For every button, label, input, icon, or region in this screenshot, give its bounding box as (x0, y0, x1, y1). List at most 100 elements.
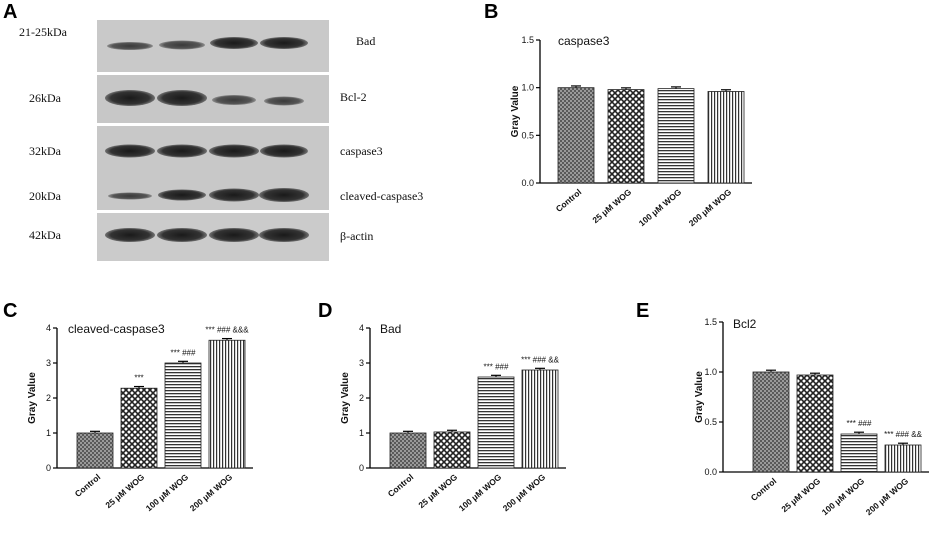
significance-label: *** (134, 374, 143, 383)
y-tick-label: 2 (46, 393, 51, 403)
bar (607, 89, 645, 184)
y-tick-label: 3 (359, 358, 364, 368)
band-bad-1 (107, 42, 153, 50)
significance-label: *** ### (484, 362, 509, 371)
band-actin-4 (259, 228, 309, 242)
y-tick-label: 3 (46, 358, 51, 368)
bar (796, 374, 834, 473)
blot-label-bcl2: Bcl-2 (340, 90, 367, 104)
x-tick-label: 100 μM WOG (457, 472, 504, 514)
x-tick-label: Control (554, 187, 584, 214)
chart-caspase3: 0.0 0.5 1.0 1.5 Gray Value caspase3 Control 25 … (510, 34, 752, 228)
band-caspase3-2 (157, 144, 207, 158)
blot-mw-actin: 42kDa (29, 228, 62, 242)
x-tick-label: 100 μM WOG (637, 187, 684, 229)
y-axis-label: Gray Value (510, 85, 521, 137)
panel-label-e: E (636, 300, 649, 322)
chart-title: caspase3 (558, 34, 610, 48)
chart-bcl2: 0.0 0.5 1.0 1.5 Gray Value Bcl2 Control 25 μM W… (694, 317, 929, 517)
panel-label-b: B (484, 1, 498, 23)
x-tick-label: Control (73, 472, 103, 499)
band-cleaved-1 (108, 192, 152, 200)
significance-label: *** ### && (521, 355, 559, 364)
x-tick-label: 200 μM WOG (864, 476, 911, 518)
western-blot: 21-25kDa 26kDa 32kDa 20kDa 42kDa Bad Bcl… (19, 20, 423, 261)
blot-label-bad: Bad (356, 34, 375, 48)
bar (477, 376, 515, 469)
blot-mw-bad: 21-25kDa (19, 25, 68, 39)
band-cleaved-3 (209, 188, 259, 202)
band-bad-4 (260, 37, 308, 49)
x-tick-label: 25 μM WOG (590, 187, 633, 226)
panel-label-d: D (318, 300, 332, 322)
x-tick-label: 100 μM WOG (820, 476, 867, 518)
band-caspase3-1 (105, 144, 155, 158)
blot-mw-bcl2: 26kDa (29, 91, 62, 105)
y-tick-label: 0.5 (704, 417, 717, 427)
x-tick-label: 25 μM WOG (416, 472, 459, 511)
x-tick-label: 25 μM WOG (779, 476, 822, 515)
band-caspase3-4 (260, 144, 308, 158)
band-actin-1 (105, 228, 155, 242)
significance-label: *** ### (847, 419, 872, 428)
band-bcl2-1 (105, 90, 155, 106)
x-tick-label: Control (749, 476, 779, 503)
significance-label: *** ### &&& (205, 326, 249, 335)
x-tick-label: Control (386, 472, 416, 499)
panel-label-a: A (3, 1, 17, 23)
band-actin-3 (209, 228, 259, 242)
band-actin-2 (157, 228, 207, 242)
significance-label: *** ### && (884, 430, 922, 439)
chart-title: Bcl2 (733, 317, 757, 331)
bar (657, 88, 695, 184)
bar (208, 339, 246, 469)
band-bad-3 (210, 37, 258, 49)
band-cleaved-2 (158, 189, 206, 201)
blot-label-cleaved: cleaved-caspase3 (340, 189, 423, 203)
y-tick-label: 0 (46, 463, 51, 473)
blot-mw-cleaved: 20kDa (29, 189, 62, 203)
y-tick-label: 1.5 (704, 317, 717, 327)
bar (164, 362, 202, 469)
y-axis-label: Gray Value (694, 371, 705, 423)
chart-title: Bad (380, 322, 401, 336)
chart-title: cleaved-caspase3 (68, 322, 165, 336)
bar (521, 369, 559, 469)
bar (389, 432, 427, 469)
band-bcl2-4 (264, 96, 304, 106)
band-bcl2-3 (212, 95, 256, 105)
y-tick-label: 2 (359, 393, 364, 403)
y-tick-label: 0 (359, 463, 364, 473)
x-tick-label: 200 μM WOG (501, 472, 548, 514)
y-tick-label: 1.5 (521, 35, 534, 45)
x-tick-label: 200 μM WOG (188, 472, 235, 514)
bar (752, 371, 790, 473)
significance-label: *** ### (171, 348, 196, 357)
y-tick-label: 1.0 (521, 83, 534, 93)
chart-bad: 0 1 2 3 4 Gray Value Bad Control 25 μM WOG *** ##… (340, 322, 566, 513)
y-axis-label: Gray Value (27, 372, 38, 424)
band-caspase3-3 (209, 144, 259, 158)
bar (433, 431, 471, 469)
bar (557, 87, 595, 184)
bar (120, 387, 158, 469)
y-tick-label: 1 (46, 428, 51, 438)
band-bad-2 (159, 40, 205, 50)
blot-label-actin: β-actin (340, 229, 373, 243)
x-tick-label: 100 μM WOG (144, 472, 191, 514)
x-tick-label: 25 μM WOG (103, 472, 146, 511)
x-tick-label: 200 μM WOG (687, 187, 734, 229)
bar (76, 432, 114, 469)
y-axis-label: Gray Value (340, 372, 351, 424)
y-tick-label: 1.0 (704, 367, 717, 377)
bar (707, 91, 745, 184)
y-tick-label: 4 (46, 323, 51, 333)
y-tick-label: 0.5 (521, 130, 534, 140)
band-bcl2-2 (157, 90, 207, 106)
band-cleaved-4 (259, 188, 309, 202)
y-tick-label: 0.0 (704, 467, 717, 477)
y-tick-label: 1 (359, 428, 364, 438)
y-tick-label: 4 (359, 323, 364, 333)
panel-label-c: C (3, 300, 17, 322)
